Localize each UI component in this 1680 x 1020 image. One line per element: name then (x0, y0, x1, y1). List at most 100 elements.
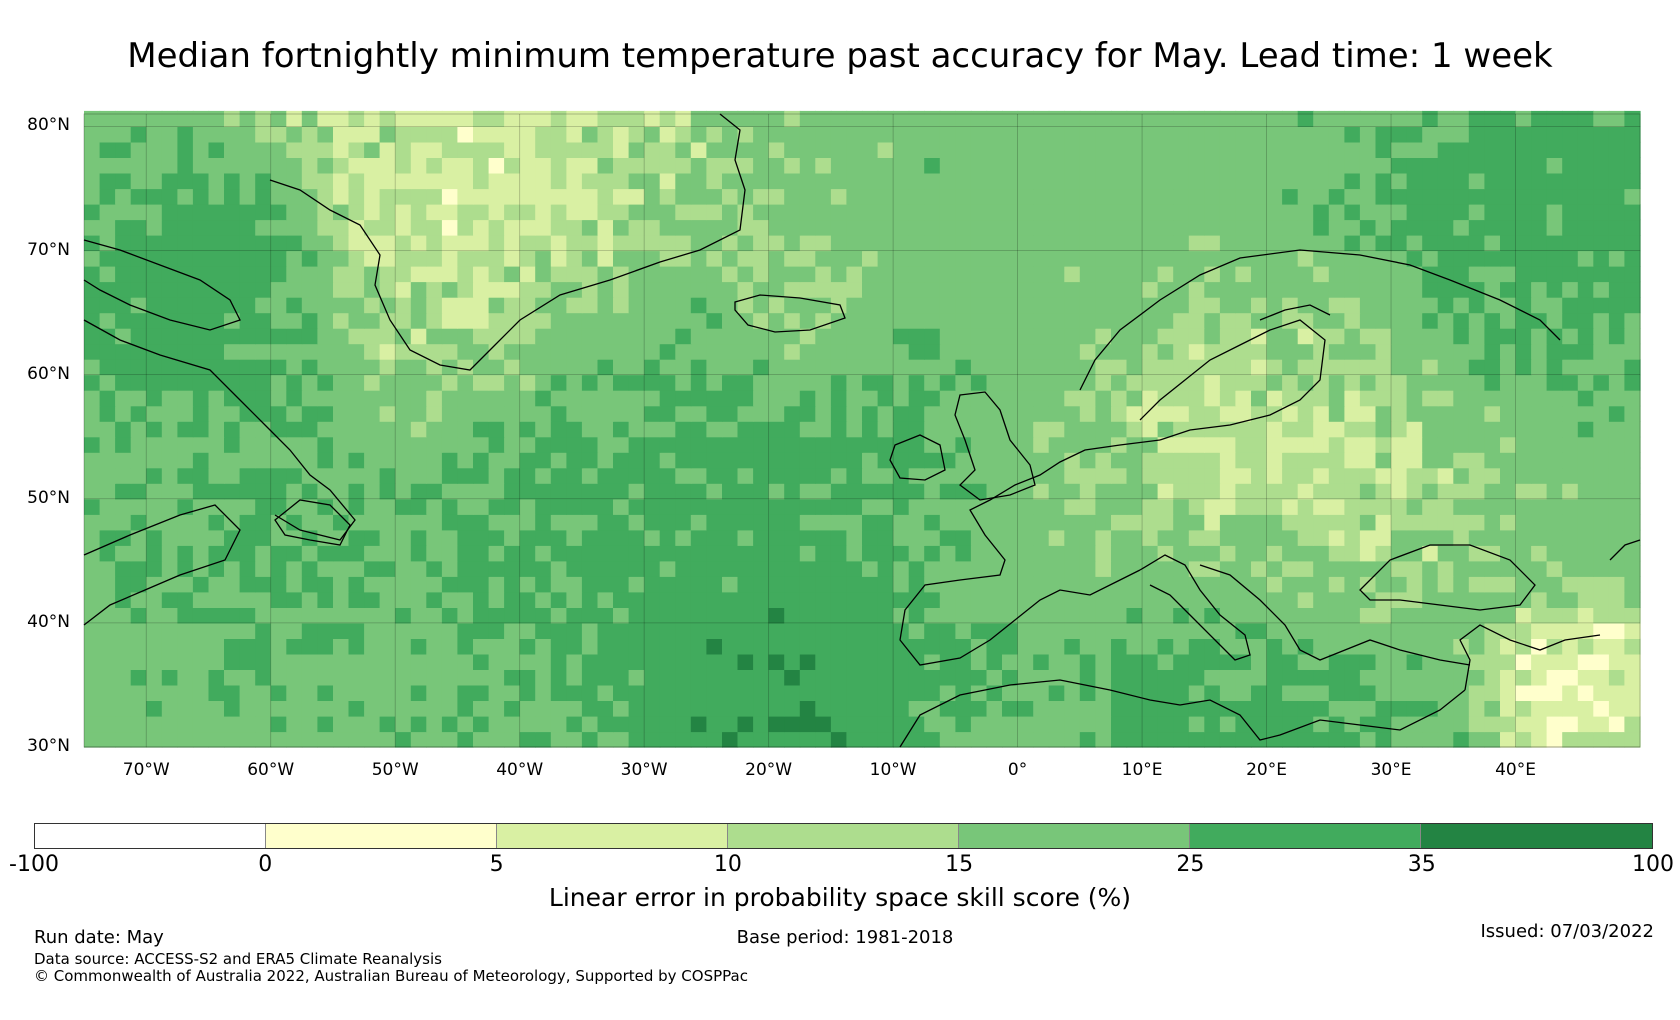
skill-cell (1375, 110, 1392, 127)
skill-cell (1251, 235, 1268, 252)
skill-cell (1282, 529, 1299, 546)
skill-cell (737, 607, 754, 624)
skill-cell (1064, 173, 1081, 190)
skill-cell (115, 467, 132, 484)
latitude-label: 70°N (27, 239, 70, 260)
skill-cell (877, 452, 894, 469)
skill-cell (597, 188, 614, 205)
skill-cell (690, 716, 707, 733)
skill-cell (333, 607, 350, 624)
skill-cell (1359, 731, 1377, 748)
skill-cell (1593, 421, 1610, 438)
skill-cell (535, 684, 552, 701)
skill-cell (1017, 436, 1034, 453)
skill-cell (1500, 452, 1517, 469)
skill-cell (1562, 157, 1579, 174)
skill-cell (348, 452, 365, 469)
skill-cell (1437, 560, 1454, 577)
skill-cell (706, 281, 723, 298)
skill-cell (939, 188, 956, 205)
skill-cell (192, 126, 210, 143)
skill-cell (1002, 126, 1019, 143)
skill-cell (1359, 421, 1377, 438)
skill-cell (690, 653, 707, 670)
skill-cell (613, 110, 630, 127)
skill-cell (659, 390, 676, 407)
data-source: Data source: ACCESS-S2 and ERA5 Climate … (34, 950, 442, 968)
skill-cell (970, 498, 988, 515)
skill-cell (1142, 591, 1159, 608)
skill-cell (130, 669, 147, 686)
skill-cell (1157, 560, 1174, 577)
skill-cell (908, 297, 925, 314)
skill-cell (1624, 591, 1641, 608)
skill-cell (208, 405, 225, 422)
skill-cell (597, 266, 614, 283)
skill-cell (690, 731, 707, 748)
skill-cell (644, 343, 661, 360)
skill-cell (317, 173, 334, 190)
skill-cell (753, 607, 770, 624)
skill-cell (1017, 343, 1034, 360)
skill-cell (1531, 126, 1548, 143)
skill-cell (1593, 467, 1610, 484)
skill-cell (737, 235, 754, 252)
skill-cell (84, 110, 101, 127)
skill-cell (504, 591, 521, 608)
skill-cell (146, 188, 163, 205)
longitude-label: 10°W (869, 760, 917, 780)
skill-cell (970, 328, 988, 345)
skill-cell (286, 576, 303, 593)
skill-cell (1251, 452, 1268, 469)
skill-cell (99, 591, 116, 608)
skill-cell (1375, 235, 1392, 252)
skill-cell (830, 374, 848, 391)
skill-cell (1313, 591, 1330, 608)
skill-cell (457, 235, 474, 252)
skill-cell (1593, 529, 1610, 546)
skill-cell (426, 359, 443, 376)
skill-cell (1079, 452, 1096, 469)
skill-cell (1064, 374, 1081, 391)
skill-cell (737, 328, 754, 345)
skill-cell (1235, 622, 1252, 639)
skill-cell (1157, 514, 1174, 531)
italy-coast (1139, 554, 1251, 661)
skill-cell (1126, 235, 1143, 252)
skill-cell (846, 312, 863, 329)
skill-cell (1064, 467, 1081, 484)
skill-cell (395, 591, 412, 608)
skill-cell (177, 669, 194, 686)
skill-cell (84, 297, 101, 314)
skill-cell (1468, 560, 1485, 577)
skill-cell (924, 529, 941, 546)
skill-cell (1577, 498, 1594, 515)
skill-cell (1359, 110, 1377, 127)
skill-cell (1562, 545, 1579, 562)
skill-cell (1593, 560, 1610, 577)
skill-cell (877, 204, 894, 221)
skill-cell (379, 452, 396, 469)
skill-cell (1468, 591, 1485, 608)
skill-cell (1531, 700, 1548, 717)
skill-cell (1017, 560, 1034, 577)
skill-cell (1235, 235, 1252, 252)
skill-cell (753, 343, 770, 360)
skill-cell (659, 266, 676, 283)
skill-cell (566, 328, 583, 345)
skill-cell (99, 374, 116, 391)
skill-cell (1515, 467, 1532, 484)
skill-cell (862, 219, 879, 236)
skill-cell (924, 669, 941, 686)
skill-cell (1500, 669, 1517, 686)
skill-cell (1437, 204, 1454, 221)
skill-cell (862, 498, 879, 515)
skill-cell (1282, 452, 1299, 469)
skill-cell (1033, 250, 1050, 267)
skill-cell (581, 328, 599, 345)
skill-cell (286, 405, 303, 422)
skill-cell (1111, 266, 1128, 283)
skill-cell (1126, 700, 1143, 717)
skill-cell (1219, 638, 1237, 655)
skill-cell (955, 110, 972, 127)
